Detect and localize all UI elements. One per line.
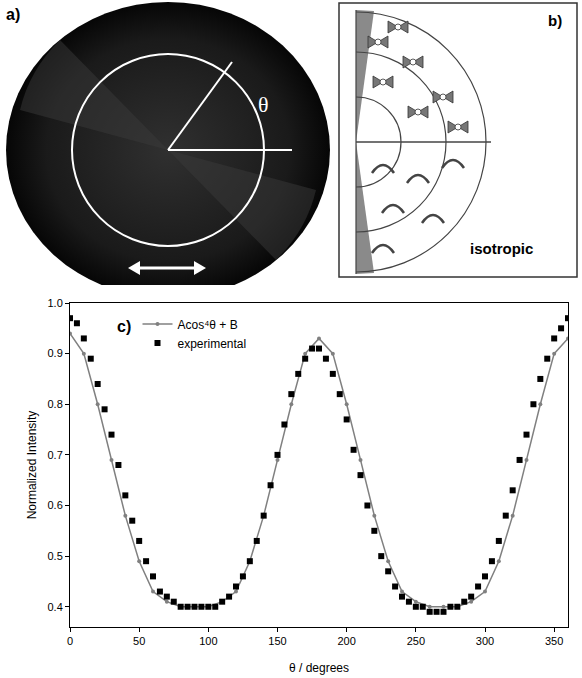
svg-text:1.0: 1.0 bbox=[48, 297, 63, 309]
svg-text:isotropic: isotropic bbox=[470, 240, 533, 257]
svg-text:150: 150 bbox=[268, 635, 286, 647]
svg-text:experimental: experimental bbox=[178, 337, 247, 351]
svg-text:50: 50 bbox=[133, 635, 145, 647]
svg-text:0.7: 0.7 bbox=[48, 449, 63, 461]
svg-text:0.4: 0.4 bbox=[48, 601, 63, 613]
svg-text:0.9: 0.9 bbox=[48, 347, 63, 359]
svg-text:c): c) bbox=[117, 318, 131, 335]
svg-text:200: 200 bbox=[337, 635, 355, 647]
svg-text:0.5: 0.5 bbox=[48, 550, 63, 562]
svg-text:a): a) bbox=[6, 6, 20, 23]
svg-text:0: 0 bbox=[67, 635, 73, 647]
svg-text:100: 100 bbox=[199, 635, 217, 647]
svg-text:θ: θ bbox=[258, 92, 269, 117]
svg-text:Normalized Intensity: Normalized Intensity bbox=[25, 411, 39, 520]
svg-text:250: 250 bbox=[407, 635, 425, 647]
svg-text:0.6: 0.6 bbox=[48, 499, 63, 511]
svg-text:Acos⁴θ + B: Acos⁴θ + B bbox=[178, 318, 238, 332]
svg-text:θ / degrees: θ / degrees bbox=[289, 661, 349, 675]
svg-text:0.8: 0.8 bbox=[48, 398, 63, 410]
svg-text:300: 300 bbox=[476, 635, 494, 647]
svg-text:350: 350 bbox=[545, 635, 563, 647]
svg-text:b): b) bbox=[548, 12, 562, 29]
